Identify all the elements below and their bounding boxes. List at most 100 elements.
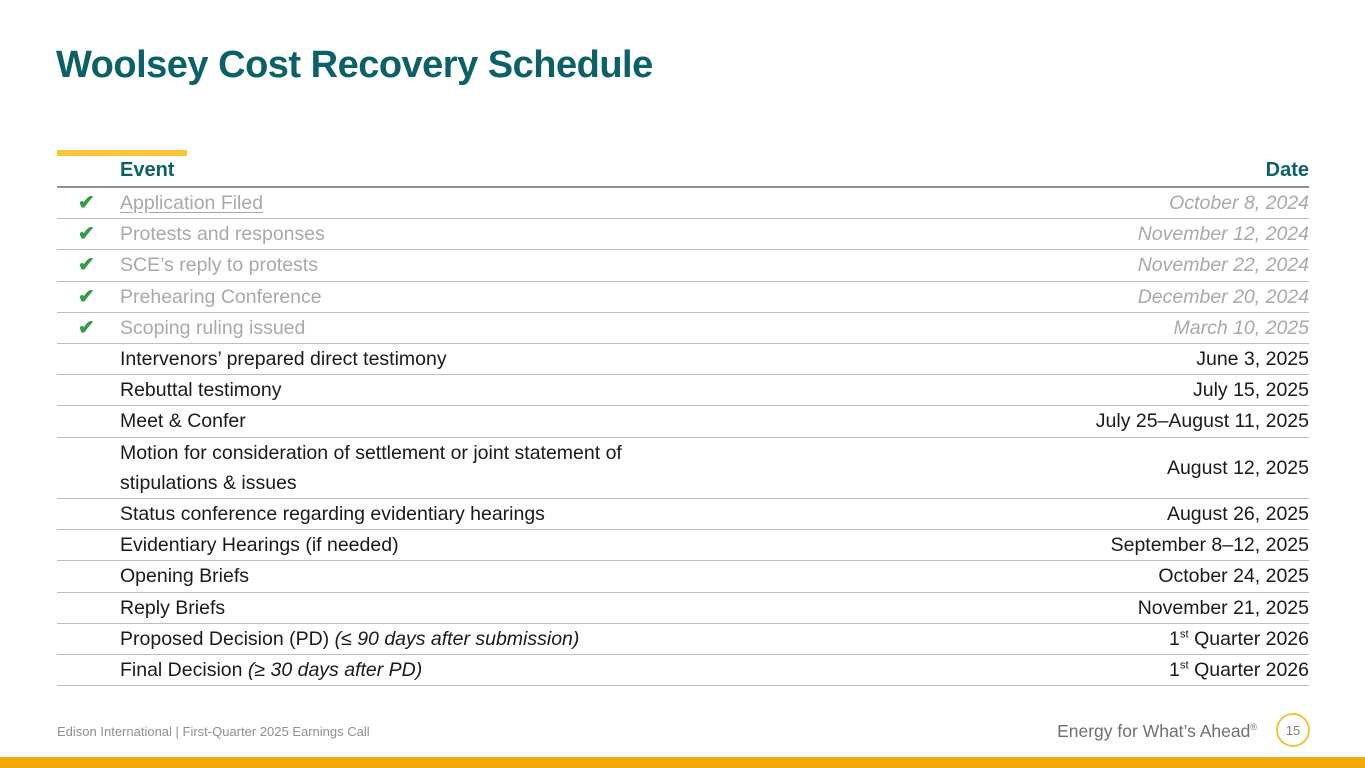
date-cell: June 3, 2025 [1196, 344, 1309, 374]
registered-trademark-symbol: ® [1250, 722, 1257, 733]
text-segment: Evidentiary Hearings (if needed) [120, 534, 399, 557]
text-segment: Intervenors’ prepared direct testimony [120, 348, 447, 371]
event-cell: SCE’s reply to protests [120, 250, 1138, 280]
table-row: Intervenors’ prepared direct testimony J… [57, 344, 1309, 376]
text-segment: Status conference regarding evidentiary … [120, 503, 545, 526]
date-cell: October 24, 2025 [1158, 561, 1309, 591]
event-column-header: Event [120, 159, 175, 182]
date-cell: November 21, 2025 [1138, 593, 1309, 623]
table-body: ✔ Application Filed October 8, 2024 ✔ Pr… [57, 188, 1309, 687]
text-segment: November 21, 2025 [1137, 596, 1309, 619]
table-row: ✔ SCE’s reply to protests November 22, 2… [57, 250, 1309, 282]
text-segment: st [1179, 659, 1189, 672]
text-segment: Protests and responses [120, 223, 325, 246]
table-row: Reply Briefs November 21, 2025 [57, 593, 1309, 624]
date-cell: December 20, 2024 [1138, 282, 1309, 312]
text-segment: Rebuttal testimony [120, 379, 282, 402]
text-segment: 1 [1169, 627, 1180, 650]
event-cell: Final Decision (≥ 30 days after PD) [120, 655, 1169, 685]
text-segment: Opening Briefs [120, 565, 249, 588]
table-header-row: Event Date [57, 155, 1309, 188]
checkmark-icon: ✔ [78, 316, 95, 339]
text-segment: October 8, 2024 [1169, 192, 1309, 214]
text-segment: October 24, 2025 [1158, 565, 1309, 588]
text-segment: December 20, 2024 [1137, 285, 1309, 308]
page-number: 15 [1285, 722, 1301, 738]
date-cell: 1st Quarter 2026 [1169, 624, 1309, 654]
table-row: ✔ Prehearing Conference December 20, 202… [57, 282, 1309, 313]
text-segment: August 12, 2025 [1166, 456, 1309, 479]
table-row: ✔ Application Filed October 8, 2024 [57, 188, 1309, 220]
table-row: Opening Briefs October 24, 2025 [57, 561, 1309, 593]
text-segment: August 26, 2025 [1166, 503, 1309, 526]
event-cell: Application Filed [120, 188, 1169, 218]
text-segment: November 22, 2024 [1137, 254, 1309, 277]
text-segment: (≥ 30 days after PD) [247, 659, 423, 682]
gold-accent-bar [57, 150, 187, 156]
schedule-table: Event Date ✔ Application Filed October 8… [57, 155, 1309, 687]
date-cell: July 15, 2025 [1193, 375, 1309, 405]
event-cell: Motion for consideration of settlement o… [120, 438, 1167, 498]
table-row: ✔ Scoping ruling issued March 10, 2025 [57, 313, 1309, 345]
event-cell: Status conference regarding evidentiary … [120, 499, 1167, 529]
text-segment: Quarter 2026 [1188, 627, 1309, 650]
table-row: Motion for consideration of settlement o… [57, 438, 1309, 500]
text-segment: Application Filed [120, 192, 264, 214]
date-cell: July 25–August 11, 2025 [1096, 406, 1309, 436]
table-row: Proposed Decision (PD) (≤ 90 days after … [57, 624, 1309, 656]
event-cell: Scoping ruling issued [120, 313, 1173, 343]
event-cell: Meet & Confer [120, 406, 1096, 436]
table-row: Final Decision (≥ 30 days after PD) 1st … [57, 655, 1309, 687]
table-row: Evidentiary Hearings (if needed) Septemb… [57, 530, 1309, 562]
event-cell: Protests and responses [120, 219, 1138, 249]
event-cell: Intervenors’ prepared direct testimony [120, 344, 1196, 374]
date-cell: March 10, 2025 [1173, 313, 1309, 343]
date-cell: November 12, 2024 [1138, 219, 1309, 249]
checkmark-icon: ✔ [78, 223, 95, 246]
text-segment: Meet & Confer [120, 410, 246, 433]
text-segment: September 8–12, 2025 [1110, 534, 1309, 557]
date-cell: October 8, 2024 [1169, 188, 1309, 218]
checkmark-icon: ✔ [78, 285, 95, 308]
date-cell: August 12, 2025 [1167, 453, 1309, 483]
text-segment: March 10, 2025 [1173, 316, 1309, 339]
event-cell: Opening Briefs [120, 561, 1158, 591]
text-segment: 1 [1169, 659, 1180, 682]
date-cell: November 22, 2024 [1138, 250, 1309, 280]
event-cell: Prehearing Conference [120, 282, 1138, 312]
text-segment: SCE’s reply to protests [120, 254, 318, 277]
page-number-badge: 15 [1276, 713, 1310, 747]
table-row: Meet & Confer July 25–August 11, 2025 [57, 406, 1309, 438]
text-segment: Prehearing Conference [120, 285, 322, 308]
table-row: ✔ Protests and responses November 12, 20… [57, 219, 1309, 251]
date-column-header: Date [1265, 159, 1309, 182]
table-row: Rebuttal testimony July 15, 2025 [57, 375, 1309, 407]
text-segment: Final Decision [120, 659, 248, 682]
event-cell: Proposed Decision (PD) (≤ 90 days after … [120, 624, 1169, 654]
footer-attribution: Edison International | First-Quarter 202… [57, 724, 370, 739]
text-segment: Scoping ruling issued [120, 316, 306, 339]
checkmark-icon: ✔ [78, 192, 95, 214]
text-segment: Quarter 2026 [1188, 659, 1309, 682]
text-segment: (≤ 90 days after submission) [334, 627, 580, 650]
text-segment: stipulations & issues [120, 471, 297, 494]
text-segment: st [1179, 628, 1189, 641]
event-cell: Evidentiary Hearings (if needed) [120, 530, 1111, 560]
date-cell: September 8–12, 2025 [1111, 530, 1309, 560]
date-cell: August 26, 2025 [1167, 499, 1309, 529]
text-segment: July 25–August 11, 2025 [1095, 410, 1309, 433]
text-segment: Proposed Decision (PD) [120, 627, 335, 650]
text-segment: November 12, 2024 [1137, 223, 1309, 246]
event-cell: Rebuttal testimony [120, 375, 1193, 405]
brand-tagline: Energy for What’s Ahead® [1057, 721, 1257, 742]
date-cell: 1st Quarter 2026 [1169, 655, 1309, 685]
text-segment: June 3, 2025 [1196, 348, 1309, 371]
checkmark-icon: ✔ [78, 254, 95, 277]
gold-bottom-bar [0, 757, 1365, 768]
page-title: Woolsey Cost Recovery Schedule [56, 44, 653, 86]
table-row: Status conference regarding evidentiary … [57, 499, 1309, 531]
text-segment: Reply Briefs [120, 596, 226, 619]
text-segment: July 15, 2025 [1192, 379, 1309, 402]
text-segment: Motion for consideration of settlement o… [120, 441, 622, 464]
event-cell: Reply Briefs [120, 593, 1138, 623]
